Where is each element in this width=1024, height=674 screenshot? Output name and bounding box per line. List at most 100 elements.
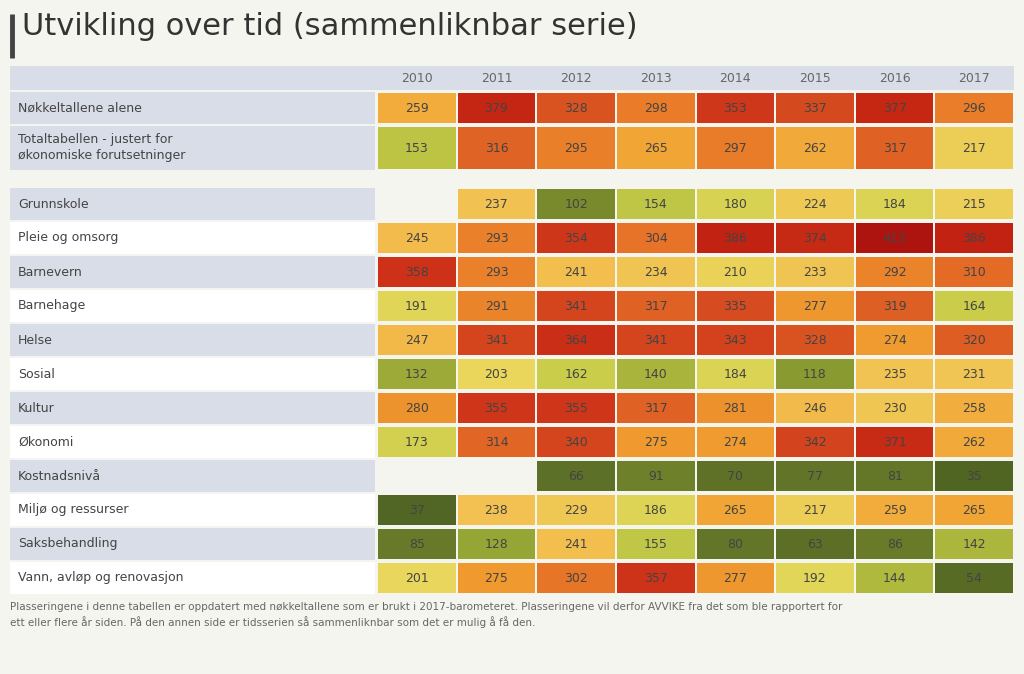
Bar (616, 495, 694, 525)
Text: 293: 293 (484, 266, 508, 278)
Text: Nøkkeltallene alene: Nøkkeltallene alene (18, 102, 142, 115)
Bar (458, 393, 536, 423)
Bar (616, 127, 694, 169)
Text: 296: 296 (963, 102, 986, 115)
Bar (935, 461, 1013, 491)
Text: 2013: 2013 (640, 71, 672, 84)
Text: 215: 215 (963, 197, 986, 210)
Text: Grunnskole: Grunnskole (18, 197, 89, 210)
Text: 63: 63 (807, 537, 823, 551)
Bar (696, 93, 774, 123)
Bar (935, 93, 1013, 123)
Bar (776, 427, 854, 457)
Bar (10, 290, 375, 322)
Text: 364: 364 (564, 334, 588, 346)
Text: 317: 317 (644, 299, 668, 313)
Text: 341: 341 (484, 334, 508, 346)
Text: 341: 341 (564, 299, 588, 313)
Bar (378, 223, 456, 253)
Text: 217: 217 (803, 503, 826, 516)
Text: 377: 377 (883, 102, 906, 115)
Text: 328: 328 (564, 102, 588, 115)
Bar (776, 393, 854, 423)
Text: 80: 80 (727, 537, 743, 551)
Text: 319: 319 (883, 299, 906, 313)
Text: 314: 314 (484, 435, 508, 448)
Bar (776, 359, 854, 389)
Bar (935, 393, 1013, 423)
Bar (10, 426, 375, 458)
Text: 66: 66 (568, 470, 584, 483)
Bar (378, 563, 456, 593)
Text: 233: 233 (803, 266, 826, 278)
Bar (538, 427, 614, 457)
Text: 241: 241 (564, 537, 588, 551)
Text: 265: 265 (963, 503, 986, 516)
Text: 184: 184 (723, 367, 748, 381)
Text: 274: 274 (883, 334, 906, 346)
Text: 280: 280 (404, 402, 429, 415)
Text: 91: 91 (648, 470, 664, 483)
Text: 262: 262 (803, 142, 826, 154)
Bar (458, 529, 536, 559)
Bar (458, 325, 536, 355)
Text: 342: 342 (803, 435, 826, 448)
Bar (776, 325, 854, 355)
Bar (538, 325, 614, 355)
Bar (616, 325, 694, 355)
Bar (696, 291, 774, 321)
Bar (10, 92, 375, 124)
Bar (10, 460, 375, 492)
Text: 245: 245 (404, 231, 429, 245)
Bar (538, 223, 614, 253)
Bar (696, 495, 774, 525)
Bar (935, 495, 1013, 525)
Bar (378, 393, 456, 423)
Bar (10, 494, 375, 526)
Text: 258: 258 (963, 402, 986, 415)
Text: 275: 275 (644, 435, 668, 448)
Bar (856, 127, 933, 169)
Bar (616, 529, 694, 559)
Bar (616, 461, 694, 491)
Text: 374: 374 (803, 231, 826, 245)
Bar (856, 461, 933, 491)
Text: 154: 154 (644, 197, 668, 210)
Bar (10, 562, 375, 594)
Text: 2017: 2017 (958, 71, 990, 84)
Bar (458, 495, 536, 525)
Text: 337: 337 (803, 102, 826, 115)
Bar (776, 189, 854, 219)
Text: 224: 224 (803, 197, 826, 210)
Bar (458, 127, 536, 169)
Text: 386: 386 (723, 231, 748, 245)
Bar (696, 461, 774, 491)
Text: 371: 371 (883, 435, 906, 448)
Bar (616, 93, 694, 123)
Text: Miljø og ressurser: Miljø og ressurser (18, 503, 128, 516)
Bar (458, 223, 536, 253)
Text: 2012: 2012 (560, 71, 592, 84)
Bar (616, 189, 694, 219)
Text: 2015: 2015 (799, 71, 830, 84)
Text: 162: 162 (564, 367, 588, 381)
Bar (856, 563, 933, 593)
Bar (538, 393, 614, 423)
Text: 85: 85 (409, 537, 425, 551)
Bar (10, 528, 375, 560)
Text: Barnevern: Barnevern (18, 266, 83, 278)
Text: Barnehage: Barnehage (18, 299, 86, 313)
Text: Vann, avløp og renovasjon: Vann, avløp og renovasjon (18, 572, 183, 584)
Bar (538, 189, 614, 219)
Bar (10, 188, 375, 220)
Text: 317: 317 (644, 402, 668, 415)
Text: 217: 217 (963, 142, 986, 154)
Text: 277: 277 (803, 299, 826, 313)
Bar (10, 324, 375, 356)
Text: 328: 328 (803, 334, 826, 346)
Bar (378, 257, 456, 287)
Text: 298: 298 (644, 102, 668, 115)
Bar (935, 325, 1013, 355)
Text: 358: 358 (404, 266, 429, 278)
Bar (538, 563, 614, 593)
